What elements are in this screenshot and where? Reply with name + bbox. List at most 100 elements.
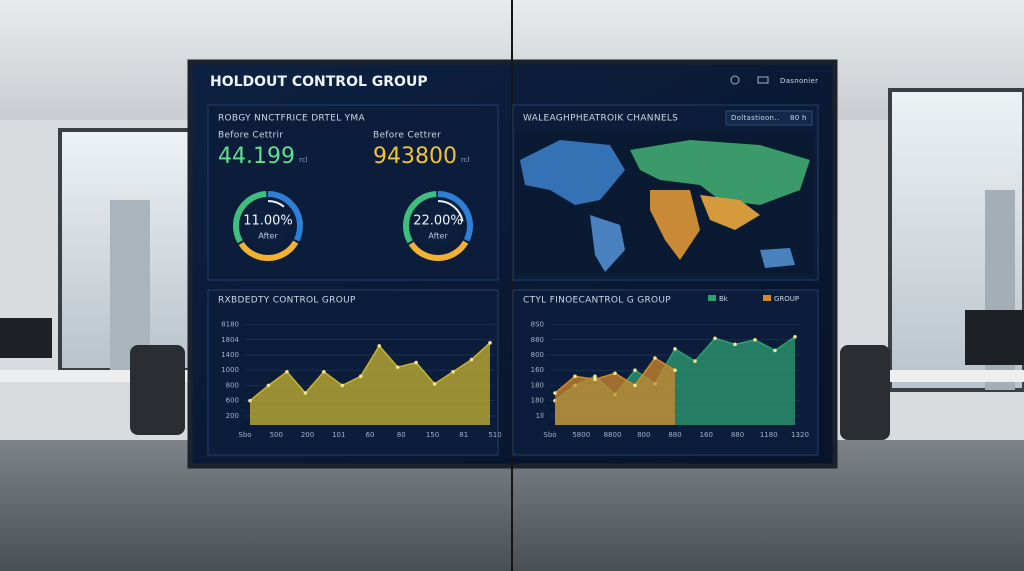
x-tick-label: 8800 [604, 431, 622, 439]
y-tick-label: 8S0 [531, 321, 544, 329]
point [613, 371, 617, 376]
point [358, 374, 363, 379]
point [395, 365, 400, 369]
gauge-ring [403, 191, 473, 261]
point [653, 356, 657, 360]
kpi-value: 943800 [373, 144, 457, 169]
x-tick-label: 200 [301, 431, 314, 439]
legend-label: Bk [719, 295, 729, 303]
point [266, 383, 271, 388]
panel-title: CTYL FINOECANTROL G GROUP [523, 296, 671, 306]
point [340, 383, 345, 388]
y-tick-label: 880 [531, 336, 544, 344]
x-tick-label: 5800 [572, 431, 590, 439]
point [693, 359, 697, 363]
panel [207, 104, 499, 281]
legend-swatch [708, 295, 716, 301]
kpi-unit: rcl [299, 156, 308, 164]
gauge-ring [403, 191, 473, 261]
point [633, 368, 637, 373]
point [713, 336, 717, 341]
kpi-unit: rcl [461, 156, 470, 164]
continent [590, 215, 625, 272]
point [432, 382, 437, 386]
y-tick-label: 200 [226, 412, 239, 420]
point [488, 341, 492, 345]
panel-title: WALEAGHPHEATROIK CHANNELS [523, 114, 678, 124]
panel-title: ROBGY NNCTFRICE DRTEL YMA [218, 114, 365, 124]
continent [650, 190, 700, 260]
x-tick-label: 880 [731, 431, 744, 439]
y-tick-label: 800 [226, 381, 239, 389]
point [377, 344, 382, 348]
dashboard-title: HOLDOUT CONTROL GROUP [210, 74, 428, 90]
y-tick-label: 180 [531, 397, 544, 405]
area [250, 342, 490, 425]
continent [760, 248, 795, 268]
filter-box[interactable] [725, 110, 813, 126]
legend-swatch [763, 295, 771, 301]
panel [207, 289, 499, 456]
chair [840, 345, 890, 440]
gauge-ring [403, 191, 473, 261]
gauge-ring [233, 191, 303, 261]
gauge-ring [233, 191, 303, 261]
x-tick-label: 880 [668, 431, 681, 439]
gauge-sublabel: After [258, 232, 278, 241]
x-tick-label: 60 [366, 431, 375, 439]
y-tick-label: 1ll [536, 412, 544, 420]
x-tick-label: 160 [700, 431, 713, 439]
x-tick-label: 500 [270, 431, 283, 439]
y-tick-label: 1000 [221, 366, 239, 374]
point [673, 347, 677, 351]
gauge-center [246, 204, 290, 248]
gauge-label: 11.00% [243, 214, 293, 229]
point [593, 374, 597, 379]
continent [630, 140, 810, 205]
continent [700, 195, 760, 230]
y-tick-label: 800 [531, 351, 544, 359]
point [414, 360, 418, 365]
point [593, 377, 597, 382]
x-tick-label: 1320 [791, 431, 809, 439]
point [322, 369, 326, 374]
x-tick-label: 150 [426, 431, 439, 439]
panel-title: RXBDEDTY CONTROL GROUP [218, 296, 356, 306]
building [110, 200, 150, 370]
kpi-label: Before Cettrer [373, 131, 441, 141]
range[interactable]: 80 h [790, 114, 807, 122]
gauge-value [412, 200, 464, 252]
point [285, 369, 289, 374]
y-tick-label: 1804 [221, 336, 239, 344]
menu-item[interactable]: Dasnonier [780, 77, 818, 85]
point [469, 357, 474, 362]
kpi-value: 44.199 [218, 144, 295, 169]
x-tick-label: 81 [459, 431, 468, 439]
point [303, 391, 308, 395]
x-tick-label: Sbo [238, 431, 251, 439]
x-tick-label: 800 [637, 431, 650, 439]
point [733, 342, 737, 347]
gauge-center [416, 204, 460, 248]
point [753, 337, 757, 342]
gauge-ring [233, 191, 303, 261]
point [573, 374, 577, 379]
y-tick-label: 1400 [221, 351, 239, 359]
x-tick-label: 510 [488, 431, 501, 439]
icon[interactable] [757, 76, 769, 84]
continent [520, 140, 625, 205]
x-tick-label: Sbo [543, 431, 556, 439]
point [773, 348, 777, 353]
point [451, 369, 455, 374]
filter[interactable]: Doltastioon.. [731, 114, 779, 122]
icon[interactable] [730, 75, 740, 85]
y-tick-label: 180 [531, 381, 544, 389]
gauge-value [242, 200, 294, 252]
area [555, 358, 675, 425]
point [633, 383, 637, 388]
chair [130, 345, 185, 435]
x-tick-label: 80 [397, 431, 406, 439]
gauge-label: 22.00% [413, 214, 463, 229]
kpi-label: Before Cettrir [218, 131, 283, 141]
